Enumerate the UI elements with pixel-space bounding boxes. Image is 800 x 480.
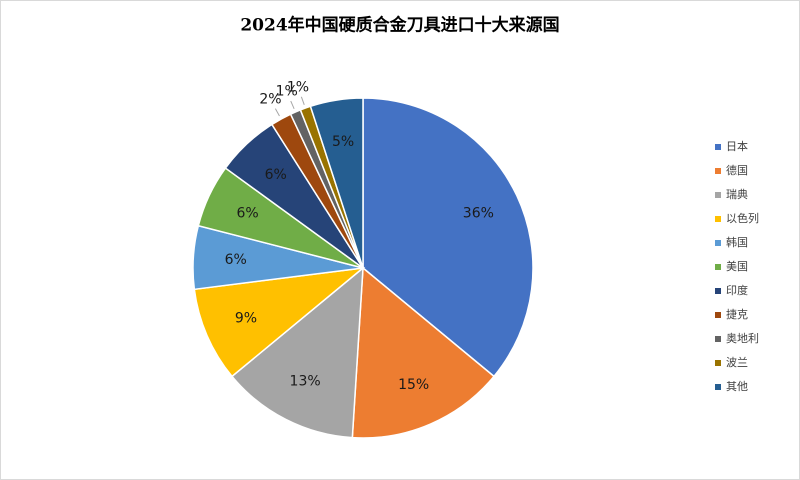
pie-slice [362, 97, 534, 378]
legend-swatch [715, 384, 721, 390]
legend-swatch [715, 240, 721, 246]
pie-slice [230, 266, 364, 439]
legend-swatch [715, 360, 721, 366]
legend-label: 其他 [726, 380, 748, 393]
pie-slice [193, 266, 366, 378]
leader-line [290, 100, 295, 110]
legend-label: 日本 [726, 139, 748, 153]
data-label: 13% [290, 374, 321, 390]
legend-label: 波兰 [726, 356, 748, 369]
pie-slice [351, 266, 496, 439]
legend-swatch [715, 312, 721, 318]
legend-swatch [715, 192, 721, 198]
legend-swatch [715, 336, 721, 342]
legend-swatch [715, 216, 721, 222]
data-label: 15% [398, 377, 429, 393]
data-label: 9% [235, 311, 257, 327]
legend-label: 韩国 [726, 235, 748, 249]
legend-label: 奥地利 [726, 331, 759, 345]
pie-slice [309, 97, 364, 269]
legend-label: 美国 [726, 260, 748, 273]
data-label: 1% [287, 79, 309, 95]
data-label: 2% [259, 92, 281, 108]
legend-label: 瑞典 [726, 187, 748, 201]
data-label: 6% [225, 252, 247, 268]
leader-line [274, 108, 280, 117]
legend-label: 以色列 [726, 211, 759, 225]
legend-label: 德国 [726, 163, 748, 177]
data-label: 36% [463, 206, 494, 222]
legend-label: 捷克 [726, 307, 748, 321]
legend-swatch [715, 144, 721, 150]
leader-line [300, 96, 305, 106]
data-label: 5% [332, 134, 354, 150]
data-label: 1% [276, 84, 298, 100]
legend-swatch [715, 264, 721, 270]
legend-swatch [715, 288, 721, 294]
legend-label: 印度 [726, 283, 748, 297]
legend-swatch [715, 168, 721, 174]
data-label: 6% [237, 206, 259, 222]
chart-title: 2024年中国硬质合金刀具进口十大来源国 [240, 15, 559, 36]
data-label: 6% [265, 167, 287, 183]
